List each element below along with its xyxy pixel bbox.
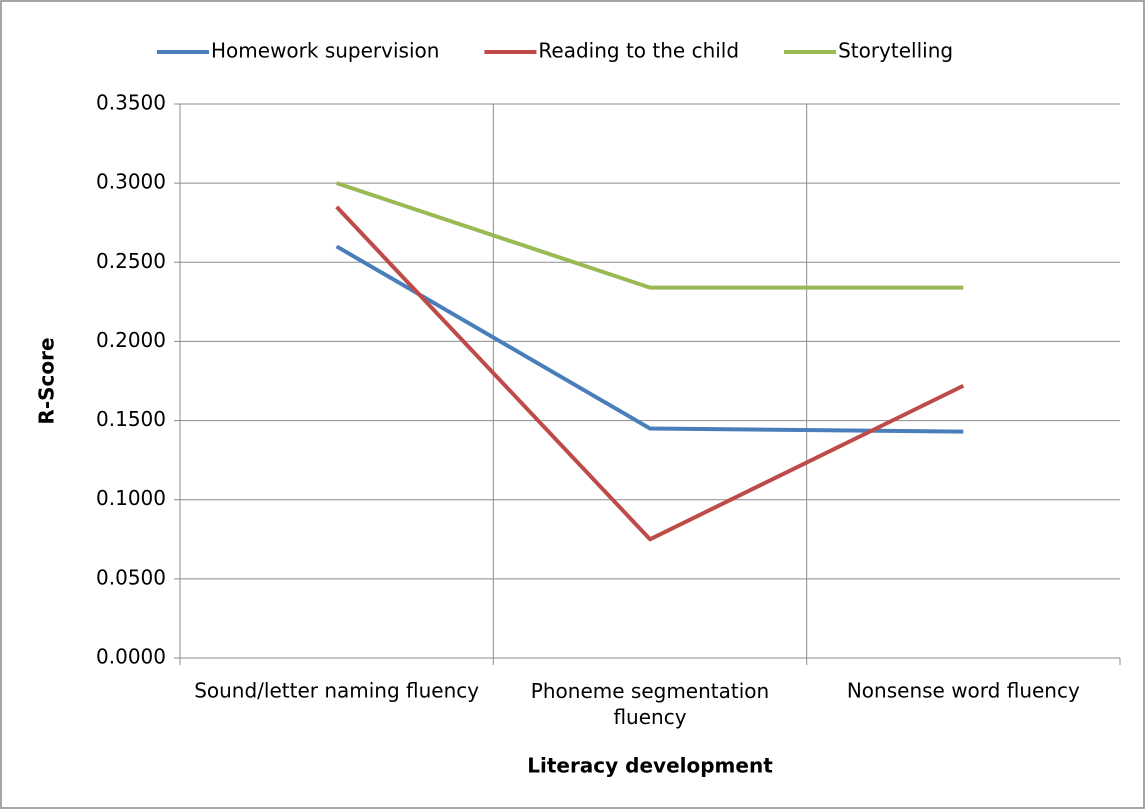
y-tick-label: 0.3000 [96, 170, 166, 194]
y-tick-label: 0.2500 [96, 249, 166, 273]
x-tick-label: Phoneme segmentation fluency [531, 679, 769, 729]
y-tick-label: 0.1000 [96, 486, 166, 510]
legend-label: Homework supervision [211, 39, 439, 63]
y-tick-label: 0.2000 [96, 328, 166, 352]
series-line [335, 205, 965, 542]
legend-label: Storytelling [838, 39, 953, 63]
x-axis-label: Literacy development [527, 754, 773, 778]
series-line [336, 181, 964, 290]
legend-label: Reading to the child [538, 39, 739, 63]
x-tick-label: Sound/letter naming fluency [194, 679, 479, 703]
y-tick-label: 0.0000 [96, 645, 166, 669]
y-tick-label: 0.0500 [96, 565, 166, 589]
y-tick-label: 0.3500 [96, 91, 166, 115]
y-tick-label: 0.1500 [96, 407, 166, 431]
y-axis-label: R-Score [35, 337, 59, 424]
series-line [335, 244, 964, 434]
x-tick-label: Nonsense word fluency [847, 679, 1080, 703]
